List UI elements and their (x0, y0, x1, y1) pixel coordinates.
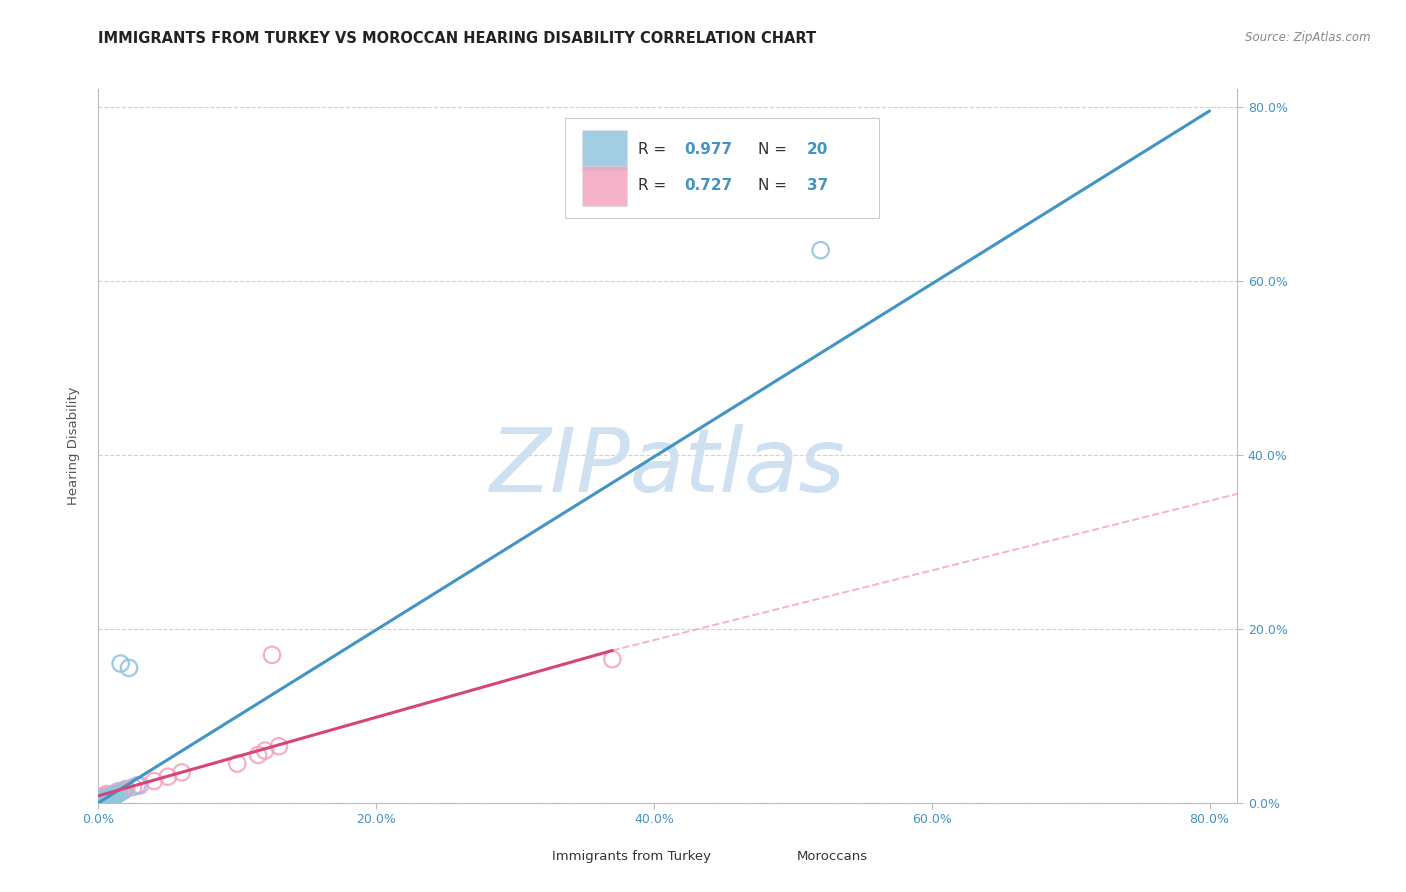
Point (101, 789, 124, 803)
Point (129, 778, 152, 792)
FancyBboxPatch shape (751, 843, 790, 876)
Text: 0.727: 0.727 (683, 178, 733, 193)
Point (105, 785, 128, 799)
Point (97, 791, 120, 805)
Point (122, 780, 145, 794)
Point (156, 770, 179, 784)
Text: Moroccans: Moroccans (797, 850, 868, 863)
Point (107, 784, 129, 798)
FancyBboxPatch shape (506, 843, 546, 876)
Text: Source: ZipAtlas.com: Source: ZipAtlas.com (1246, 31, 1371, 45)
Y-axis label: Hearing Disability: Hearing Disability (66, 387, 80, 505)
Text: ZIPatlas: ZIPatlas (491, 425, 845, 510)
Point (89, 792, 111, 806)
FancyBboxPatch shape (582, 166, 627, 205)
Point (98, 790, 121, 805)
Text: N =: N = (758, 178, 792, 193)
Point (104, 786, 127, 800)
Point (90, 792, 112, 806)
Point (226, 756, 249, 771)
Text: 0.977: 0.977 (683, 143, 733, 157)
Point (254, 743, 277, 757)
Point (91, 789, 114, 804)
Point (112, 783, 135, 797)
Text: R =: R = (638, 178, 671, 193)
Text: 20: 20 (807, 143, 828, 157)
Point (103, 787, 125, 801)
Point (143, 774, 166, 789)
Point (127, 778, 149, 792)
Point (94, 791, 117, 805)
Point (110, 657, 132, 671)
FancyBboxPatch shape (582, 130, 627, 169)
Text: N =: N = (758, 143, 792, 157)
Text: IMMIGRANTS FROM TURKEY VS MOROCCAN HEARING DISABILITY CORRELATION CHART: IMMIGRANTS FROM TURKEY VS MOROCCAN HEARI… (98, 31, 817, 46)
Point (267, 739, 290, 754)
Point (94, 791, 117, 805)
Point (105, 788, 128, 802)
Point (112, 783, 135, 797)
Point (100, 789, 122, 803)
Point (89, 794, 111, 808)
Point (89, 793, 111, 807)
Point (118, 661, 141, 675)
Point (93, 792, 115, 806)
Point (101, 788, 124, 802)
Point (104, 787, 127, 801)
Point (94, 788, 117, 802)
Point (247, 747, 270, 762)
Text: 37: 37 (807, 178, 828, 193)
Point (90, 793, 112, 807)
Point (96, 787, 118, 801)
Point (110, 784, 132, 798)
Point (96, 790, 118, 805)
FancyBboxPatch shape (565, 118, 879, 218)
Point (600, 652, 623, 666)
Point (108, 786, 131, 800)
Point (170, 765, 193, 780)
Point (103, 788, 125, 802)
Point (90, 790, 112, 805)
Point (115, 781, 138, 796)
Point (91, 791, 114, 805)
Point (810, 243, 832, 257)
Point (108, 785, 131, 799)
Point (91, 791, 114, 805)
Point (98, 789, 121, 804)
Point (97, 788, 120, 802)
Point (93, 792, 115, 806)
Text: R =: R = (638, 143, 671, 157)
Point (93, 789, 115, 803)
Text: Immigrants from Turkey: Immigrants from Turkey (551, 850, 710, 863)
Point (96, 790, 118, 805)
Point (260, 648, 283, 662)
Point (97, 791, 120, 805)
Point (100, 789, 122, 804)
